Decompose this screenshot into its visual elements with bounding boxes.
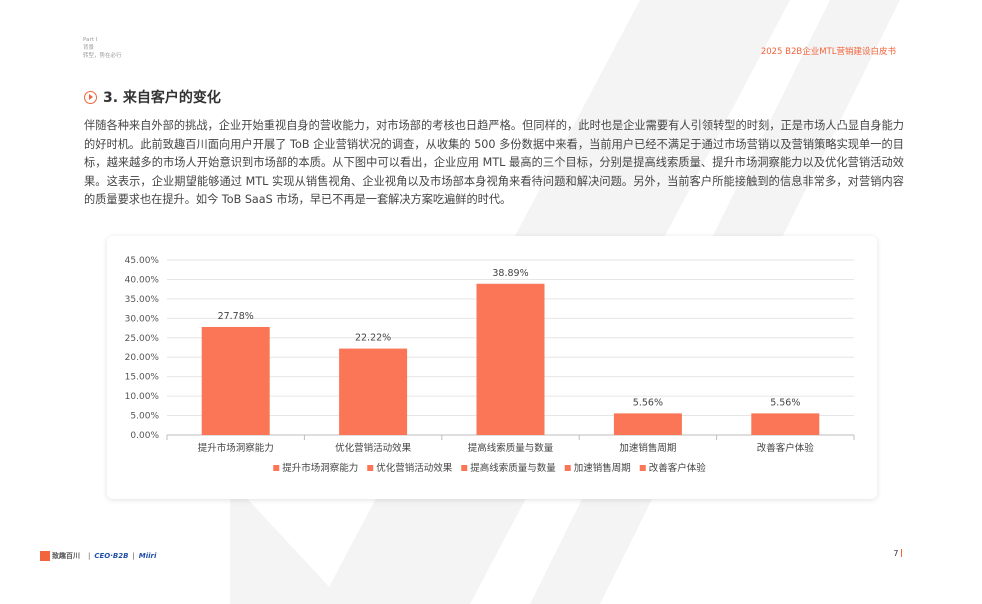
y-tick-label: 20.00% [125, 353, 160, 363]
legend-swatch [461, 465, 468, 471]
y-tick-label: 5.00% [130, 412, 159, 422]
y-tick-label: 15.00% [125, 373, 160, 383]
y-tick-label: 45.00% [125, 256, 160, 266]
page-number-value: 7 [893, 549, 899, 558]
section-heading: 3. 来自客户的变化 [84, 88, 221, 106]
section-title: 3. 来自客户的变化 [103, 90, 221, 106]
y-tick-label: 40.00% [125, 275, 160, 285]
logo-separator-2: | [132, 552, 135, 560]
part-subtitle-2: 转型，势在必行 [83, 53, 122, 59]
legend-label: 优化营销活动效果 [376, 462, 453, 474]
y-tick-label: 35.00% [125, 295, 160, 305]
data-label: 22.22% [355, 333, 391, 344]
bar [339, 348, 408, 435]
page-number: 7 [893, 549, 902, 558]
part-label-block: Part I 背景 转型，势在必行 [83, 36, 122, 60]
bar [613, 413, 682, 435]
legend-swatch [639, 465, 646, 471]
x-tick-label: 优化营销活动效果 [335, 442, 412, 454]
footer-logos: 致趣百川 | CEO·B2B | Miiri [40, 548, 156, 564]
y-tick-label: 0.00% [130, 431, 159, 441]
legend-swatch [273, 465, 280, 471]
legend-label: 提高线索质量与数量 [470, 462, 556, 474]
page-number-marker [900, 549, 902, 557]
y-tick-label: 10.00% [125, 392, 160, 402]
legend-swatch [564, 465, 571, 471]
bar [476, 283, 545, 435]
data-label: 27.78% [218, 311, 254, 322]
document-title: 2025 B2B企业MTL营销建设白皮书 [760, 47, 896, 57]
legend-label: 改善客户体验 [649, 462, 707, 474]
part-label: Part I [83, 37, 98, 43]
bar-chart: 0.00% 5.00% 10.00% 15.00% 20.00% 25.00% 30.00%… [125, 256, 855, 474]
data-label: 38.89% [492, 268, 528, 279]
x-tick-label: 提高线索质量与数量 [468, 442, 554, 454]
bar [201, 326, 270, 435]
y-tick-label: 25.00% [125, 334, 160, 344]
y-tick-label: 30.00% [125, 314, 160, 324]
brand-logo-icon [40, 551, 50, 561]
part-subtitle: 背景 [83, 45, 95, 51]
x-tick-label: 加速销售周期 [619, 442, 676, 454]
logo-separator: | [88, 552, 91, 560]
legend-label: 加速销售周期 [574, 462, 631, 474]
footer-logo-1: 致趣百川 [52, 552, 80, 560]
legend-label: 提升市场洞察能力 [282, 462, 358, 474]
footer-logo-2: CEO·B2B [94, 552, 129, 560]
data-label: 5.56% [770, 397, 800, 408]
play-circle-icon [84, 90, 97, 104]
body-paragraph: 伴随各种来自外部的挑战，企业开始重视自身的营收能力，对市场部的考核也日趋严格。但… [84, 119, 904, 206]
data-label: 5.56% [633, 397, 663, 408]
footer-logo-3: Miiri [138, 552, 157, 560]
chart-card: 0.00% 5.00% 10.00% 15.00% 20.00% 25.00% 30.00%… [107, 236, 877, 499]
legend-swatch [367, 465, 374, 471]
bar [751, 413, 820, 435]
x-tick-label: 改善客户体验 [757, 442, 815, 454]
x-tick-label: 提升市场洞察能力 [198, 442, 274, 454]
